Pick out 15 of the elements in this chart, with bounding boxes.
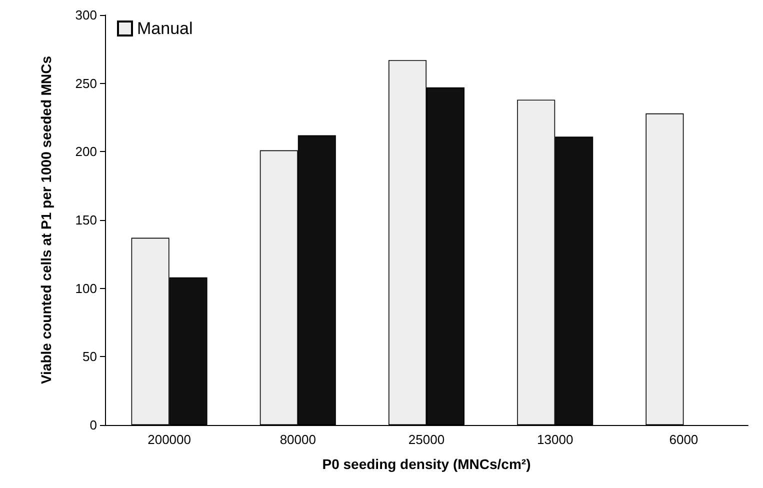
x-tick-label: 200000	[148, 432, 191, 447]
y-tick-label: 250	[75, 76, 97, 91]
y-tick-label: 50	[82, 349, 97, 364]
x-tick-label: 13000	[537, 432, 574, 447]
y-axis-title: Viable counted cells at P1 per 1000 seeded MNCs	[38, 56, 54, 384]
y-tick-label: 150	[75, 212, 97, 228]
y-tick-label: 0	[90, 418, 97, 432]
y-tick-label: 200	[75, 144, 97, 160]
x-axis-title: P0 seeding density (MNCs/cm²)	[322, 456, 531, 472]
x-tick-label: 6000	[669, 432, 698, 447]
x-tick-label: 80000	[280, 432, 316, 447]
y-tick-label: 100	[75, 280, 97, 296]
legend-label: Manual	[137, 19, 193, 38]
y-tick-label: 300	[75, 8, 97, 22]
x-tick-label: 25000	[408, 432, 445, 447]
